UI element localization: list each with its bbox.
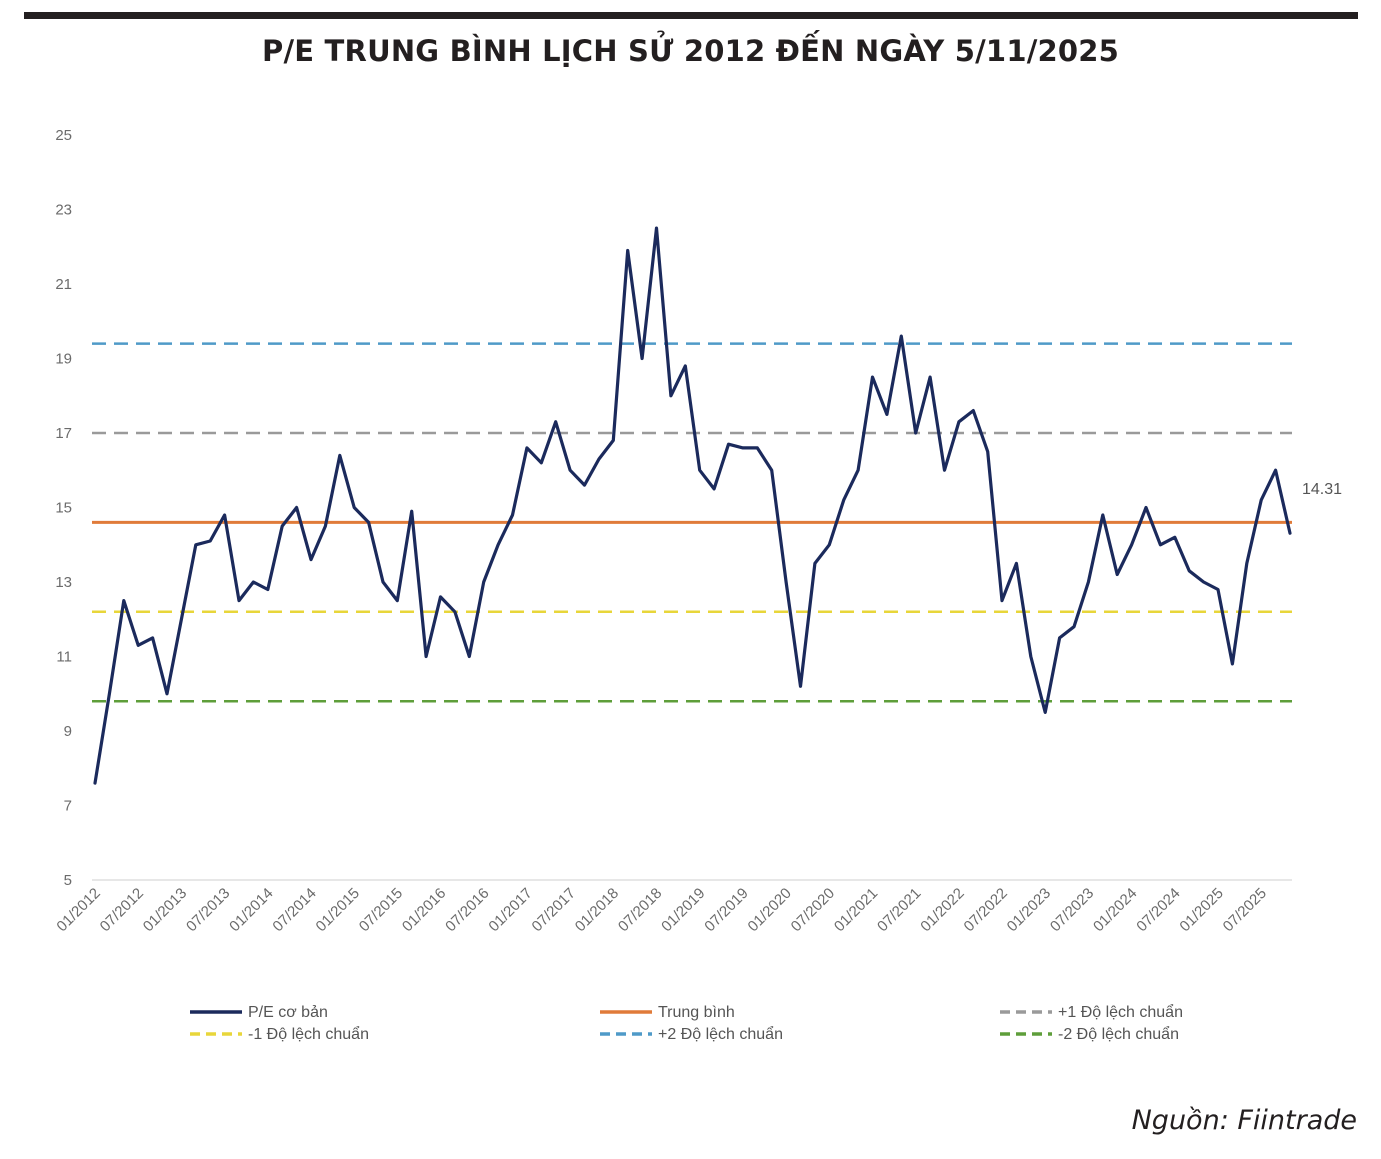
x-tick-label: 07/2013 (183, 885, 233, 935)
y-tick-label: 5 (64, 872, 72, 889)
y-tick-label: 21 (55, 276, 72, 293)
x-tick-label: 07/2017 (529, 885, 579, 935)
legend-item: +1 Độ lệch chuẩn (1000, 1003, 1183, 1021)
x-tick-label: 07/2025 (1220, 885, 1270, 935)
y-tick-label: 25 (55, 127, 72, 144)
legend-item: P/E cơ bản (190, 1004, 328, 1021)
legend-label: -1 Độ lệch chuẩn (248, 1025, 369, 1043)
reference-lines (92, 342, 1292, 703)
chart-title: P/E TRUNG BÌNH LỊCH SỬ 2012 ĐẾN NGÀY 5/1… (262, 34, 1119, 68)
legend-label: P/E cơ bản (248, 1004, 328, 1021)
x-tick-label: 01/2020 (745, 885, 795, 935)
y-tick-label: 23 (55, 202, 72, 219)
x-tick-label: 07/2019 (701, 885, 751, 935)
x-tick-label: 07/2018 (615, 885, 665, 935)
x-tick-label: 01/2025 (1176, 885, 1226, 935)
x-tick-label: 01/2019 (658, 885, 708, 935)
x-tick-label: 01/2012 (53, 885, 103, 935)
y-tick-label: 9 (64, 723, 72, 740)
x-tick-label: 01/2017 (485, 885, 535, 935)
x-tick-label: 07/2023 (1047, 885, 1097, 935)
x-tick-label: 01/2015 (313, 885, 363, 935)
x-tick-label: 01/2023 (1004, 885, 1054, 935)
x-tick-label: 07/2016 (442, 885, 492, 935)
x-tick-label: 01/2014 (226, 885, 276, 935)
y-tick-label: 17 (55, 425, 72, 442)
source-note: Nguồn: Fiintrade (1131, 1105, 1357, 1136)
y-tick-label: 13 (55, 574, 72, 591)
top-rule (24, 12, 1358, 19)
legend: P/E cơ bản Trung bình +1 Độ lệch chuẩn -1 Đ… (190, 1003, 1183, 1043)
x-tick-label: 01/2022 (917, 885, 967, 935)
y-tick-label: 11 (56, 649, 72, 666)
pe-series-line (93, 226, 1292, 785)
legend-item: -2 Độ lệch chuẩn (1000, 1025, 1179, 1043)
y-axis: 5 7 9 11 13 15 17 19 21 23 25 (55, 127, 72, 889)
legend-label: +1 Độ lệch chuẩn (1058, 1003, 1183, 1021)
y-tick-label: 15 (55, 500, 72, 517)
y-tick-label: 7 (64, 798, 72, 815)
x-tick-label: 01/2018 (572, 885, 622, 935)
last-value-label: 14.31 (1302, 481, 1342, 498)
pe-series (93, 226, 1292, 785)
x-tick-label: 07/2021 (874, 885, 924, 935)
x-tick-label: 07/2014 (269, 885, 319, 935)
x-axis: 01/201207/201201/201307/201301/201407/20… (53, 879, 1292, 935)
legend-item: Trung bình (600, 1004, 735, 1021)
legend-label: +2 Độ lệch chuẩn (658, 1025, 783, 1043)
x-tick-label: 01/2016 (399, 885, 449, 935)
legend-label: -2 Độ lệch chuẩn (1058, 1025, 1179, 1043)
legend-item: +2 Độ lệch chuẩn (600, 1025, 783, 1043)
x-tick-label: 07/2015 (356, 885, 406, 935)
x-tick-label: 07/2020 (788, 885, 838, 935)
x-tick-label: 07/2012 (97, 885, 147, 935)
x-tick-label: 01/2013 (140, 885, 190, 935)
y-tick-label: 19 (55, 351, 72, 368)
legend-label: Trung bình (658, 1004, 735, 1021)
x-tick-label: 07/2022 (961, 885, 1011, 935)
legend-item: -1 Độ lệch chuẩn (190, 1025, 369, 1043)
x-tick-label: 01/2021 (831, 885, 881, 935)
x-tick-label: 07/2024 (1133, 885, 1183, 935)
x-tick-label: 01/2024 (1090, 885, 1140, 935)
